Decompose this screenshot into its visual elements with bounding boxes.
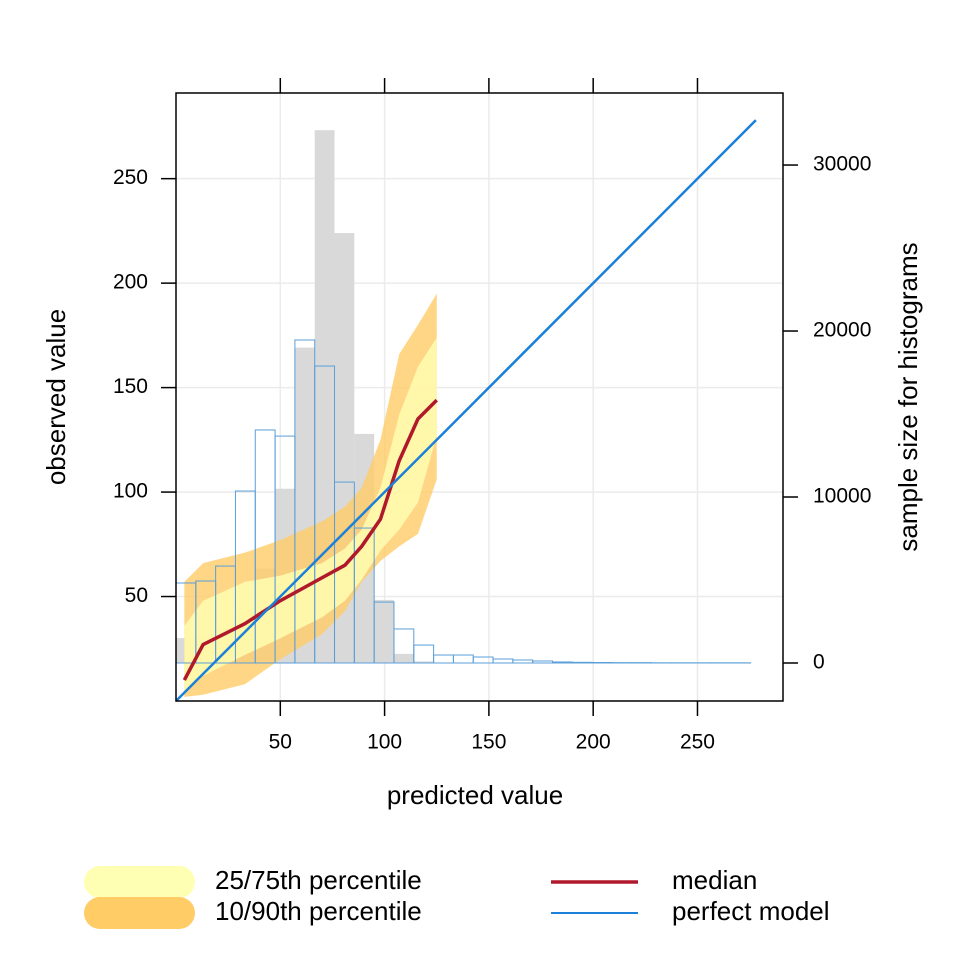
x-tick-label: 200: [576, 731, 611, 754]
predicted-histogram-bar: [512, 659, 534, 664]
y-axis-title: observed value: [41, 309, 71, 485]
predicted-histogram-bar: [433, 654, 454, 664]
line: [182, 398, 438, 681]
observed-histogram-bar: [413, 661, 434, 663]
predicted-histogram-bar: [413, 644, 435, 664]
plot-frame: [175, 92, 784, 702]
predicted-histogram-bar: [452, 654, 474, 664]
y2-tick-label: 0: [813, 651, 825, 674]
y2-tick-label: 10000: [813, 485, 871, 508]
y-tick-label: 250: [113, 166, 148, 189]
observed-histogram-bar: [374, 599, 394, 663]
y-tick-label: 200: [113, 271, 148, 294]
x-tick-label: 50: [269, 731, 292, 754]
quantile-band: [184, 337, 437, 693]
legend-label: 25/75th percentile: [215, 865, 422, 895]
predicted-histogram-bar: [353, 527, 375, 664]
predicted-histogram-bar: [532, 660, 554, 664]
legend-label: 10/90th percentile: [215, 896, 422, 926]
legend-label: median: [672, 865, 757, 895]
predicted-histogram-bar: [472, 656, 494, 664]
y-tick-label: 100: [113, 480, 148, 503]
y2-tick-label: 30000: [813, 153, 871, 176]
x-axis-title: predicted value: [387, 780, 563, 810]
x-tick-label: 100: [367, 731, 402, 754]
y2-axis-title: sample size for histograms: [893, 242, 923, 551]
predicted-histogram-bar: [552, 661, 573, 664]
observed-histogram-bar: [393, 653, 414, 663]
x-tick-label: 150: [471, 731, 506, 754]
legend-label: perfect model: [672, 896, 830, 926]
legend-swatch: [84, 897, 195, 929]
line: [175, 119, 757, 702]
predicted-histogram-bar: [571, 661, 593, 664]
y-tick-label: 50: [125, 584, 148, 607]
predicted-histogram-bar: [492, 658, 514, 664]
y-tick-label: 150: [113, 375, 148, 398]
legend-swatch: [84, 866, 195, 898]
y2-tick-label: 20000: [813, 319, 871, 342]
x-tick-label: 250: [680, 731, 715, 754]
